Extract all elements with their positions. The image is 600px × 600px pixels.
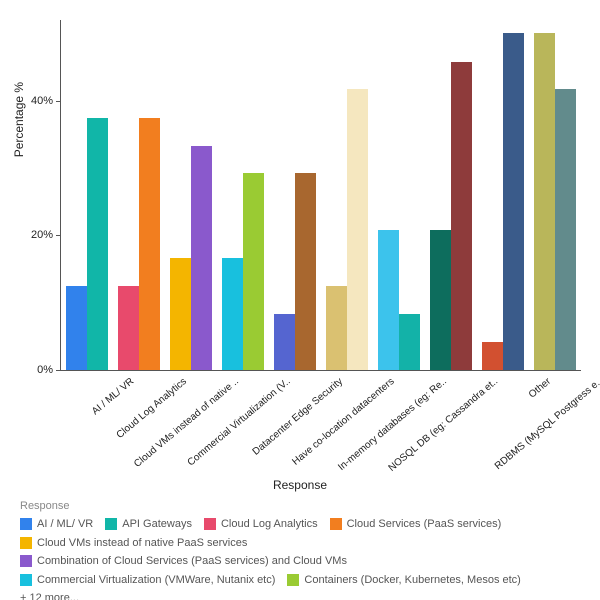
bar [170, 258, 191, 370]
legend-item: Containers (Docker, Kubernetes, Mesos et… [287, 572, 520, 589]
bar [66, 286, 87, 370]
legend-item: Cloud Services (PaaS services) [330, 516, 502, 533]
legend-item: Cloud Log Analytics [204, 516, 318, 533]
bar [295, 173, 316, 370]
y-tick-label: 0% [37, 364, 53, 376]
legend-title: Response [20, 500, 580, 512]
legend-label: AI / ML/ VR [37, 516, 93, 533]
bar [503, 33, 524, 370]
legend-label: API Gateways [122, 516, 192, 533]
x-tick-label: Have co-location datacenters [290, 376, 396, 468]
legend-swatch [20, 574, 32, 586]
bar [274, 314, 295, 370]
legend-label: Commercial Virtualization (VMWare, Nutan… [37, 572, 275, 589]
legend-label: Cloud Services (PaaS services) [347, 516, 502, 533]
legend-item: Commercial Virtualization (VMWare, Nutan… [20, 572, 275, 589]
bar [430, 230, 451, 370]
bar [326, 286, 347, 370]
bar [347, 89, 368, 370]
x-tick-label: Datacenter Edge Security [250, 376, 344, 458]
legend-swatch [287, 574, 299, 586]
legend-label: Cloud Log Analytics [221, 516, 318, 533]
bar [451, 62, 472, 370]
legend: Response AI / ML/ VR API Gateways Cloud Lo… [20, 500, 580, 600]
bar [222, 258, 243, 370]
bar [399, 314, 420, 370]
x-tick-label: Commercial Virtualization (V.. [186, 376, 293, 468]
x-tick-label: Other [526, 376, 552, 401]
legend-swatch [20, 555, 32, 567]
bar [378, 230, 399, 370]
legend-label: Containers (Docker, Kubernetes, Mesos et… [304, 572, 520, 589]
y-tick-mark [56, 370, 61, 371]
legend-swatch [204, 518, 216, 530]
bar [243, 173, 264, 370]
legend-more: + 12 more... [20, 592, 580, 600]
x-tick-label: AI / ML/ VR [90, 376, 136, 417]
legend-item: AI / ML/ VR [20, 516, 93, 533]
legend-item: Combination of Cloud Services (PaaS serv… [20, 553, 347, 570]
bar [139, 118, 160, 370]
bar [191, 146, 212, 370]
y-tick-label: 20% [31, 229, 53, 241]
legend-label: Combination of Cloud Services (PaaS serv… [37, 553, 347, 570]
chart-container: Percentage % 0%20%40% AI / ML/ VRCloud L… [0, 0, 600, 600]
legend-label: Cloud VMs instead of native PaaS service… [37, 535, 247, 552]
legend-swatch [330, 518, 342, 530]
legend-swatch [20, 537, 32, 549]
x-tick-label: NOSQL DB (eg: Cassandra et.. [387, 376, 501, 474]
y-axis-title: Percentage % [12, 82, 26, 157]
bar [482, 342, 503, 370]
legend-item: Cloud VMs instead of native PaaS service… [20, 535, 247, 552]
legend-item: API Gateways [105, 516, 192, 533]
x-tick-label: In-memory databases (eg: Re.. [336, 376, 449, 473]
y-tick-label: 40% [31, 95, 53, 107]
plot-area: 0%20%40% AI / ML/ VRCloud Log AnalyticsC… [60, 20, 581, 371]
bar [534, 33, 555, 370]
x-axis-title: Response [0, 478, 600, 492]
legend-swatch [105, 518, 117, 530]
bar [87, 118, 108, 370]
bar [555, 89, 576, 370]
x-tick-label: Cloud VMs instead of native .. [132, 376, 241, 470]
bar [118, 286, 139, 370]
x-tick-label: RDBMS (MySQL Postgress e.. [493, 376, 600, 472]
legend-swatch [20, 518, 32, 530]
